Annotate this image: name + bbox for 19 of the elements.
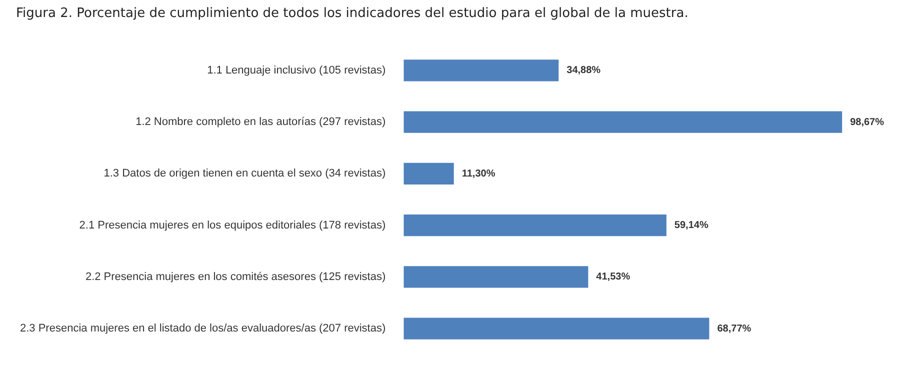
bar xyxy=(404,214,666,236)
data-label: 41,53% xyxy=(596,272,630,283)
y-tick-label: 1.1 Lenguaje inclusivo (105 revistas) xyxy=(207,64,386,76)
data-label: 98,67% xyxy=(850,116,884,128)
bar xyxy=(404,111,842,133)
bar xyxy=(404,162,454,185)
y-tick-label: 2.2 Presencia mujeres en los comités asesores (125 revistas) xyxy=(85,270,386,283)
data-label: 59,14% xyxy=(674,220,708,232)
data-label: 34,88% xyxy=(566,65,601,76)
y-tick-label: 2.1 Presencia mujeres en los equipos editoriales (178 revistas) xyxy=(79,219,386,232)
bar xyxy=(404,60,559,82)
data-label: 68,77% xyxy=(717,323,752,334)
bar xyxy=(404,266,588,288)
chart-title: Figura 2. Porcentaje de cumplimiento de todos los indicadores del estudio para el global de la muestra. xyxy=(16,6,690,23)
y-tick-label: 2.3 Presencia mujeres en el listado de los/as evaluadores/as (207 revistas) xyxy=(20,322,386,335)
y-tick-label: 1.3 Datos de origen tienen en cuenta el sexo (34 revistas) xyxy=(104,168,386,180)
y-tick-label: 1.2 Nombre completo en las autorías (297 revistas) xyxy=(136,116,386,128)
data-label: 11,30% xyxy=(462,168,496,180)
bar xyxy=(404,318,710,340)
